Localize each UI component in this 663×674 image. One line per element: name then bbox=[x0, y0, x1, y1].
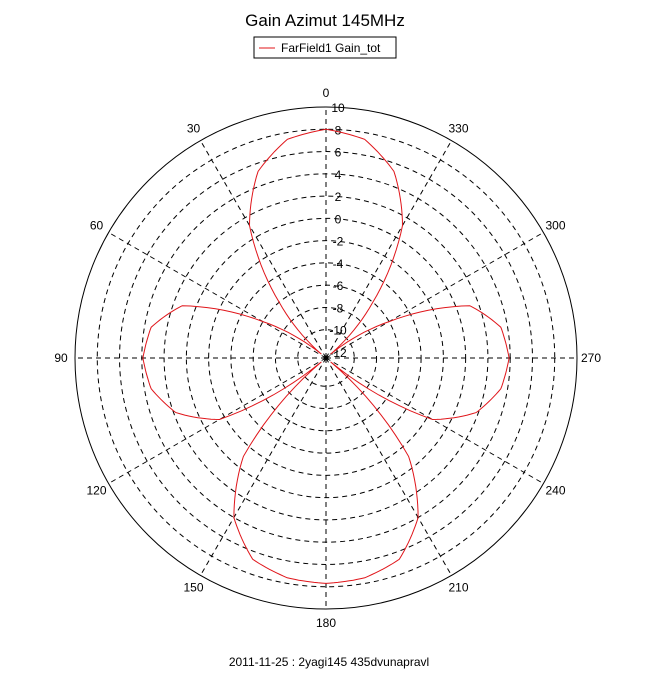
radial-label-6: -2 bbox=[333, 235, 344, 249]
plot-boundary bbox=[74, 106, 578, 610]
grid-circle-7 bbox=[230, 262, 422, 454]
radial-label-5: 0 bbox=[335, 212, 342, 226]
legend-box bbox=[253, 36, 397, 59]
angle-label-240: 240 bbox=[545, 484, 565, 498]
grid-spoke-60 bbox=[108, 232, 327, 359]
grid-spoke-150 bbox=[200, 357, 327, 576]
angle-label-90: 90 bbox=[54, 351, 68, 365]
grid-spoke-30 bbox=[200, 140, 327, 359]
angle-label-300: 300 bbox=[545, 219, 565, 233]
radial-label-11: -12 bbox=[329, 346, 347, 360]
grid-spoke-210 bbox=[325, 357, 452, 576]
polar-grid bbox=[74, 106, 578, 610]
angle-label-120: 120 bbox=[86, 484, 106, 498]
radial-label-2: 6 bbox=[335, 146, 342, 160]
chart-footer: 2011-11-25 : 2yagi145 435dvunapravl bbox=[229, 655, 429, 669]
angle-label-60: 60 bbox=[90, 219, 104, 233]
grid-circle-4 bbox=[163, 195, 489, 521]
radial-label-8: -6 bbox=[333, 279, 344, 293]
radial-label-1: 8 bbox=[335, 123, 342, 137]
chart-title: Gain Azimut 145MHz bbox=[245, 11, 405, 30]
radial-label-0: 10 bbox=[331, 101, 345, 115]
angle-label-0: 0 bbox=[323, 86, 330, 100]
radial-label-7: -4 bbox=[333, 257, 344, 271]
angle-label-270: 270 bbox=[581, 351, 601, 365]
legend-label: FarField1 Gain_tot bbox=[281, 41, 381, 55]
angle-label-180: 180 bbox=[316, 616, 336, 630]
radial-label-9: -8 bbox=[333, 301, 344, 315]
radial-tick-labels: 10 8 6 4 2 0 -2 -4 -6 -8 -10 -12 bbox=[329, 101, 347, 360]
series-line-0 bbox=[142, 128, 510, 584]
radial-label-4: 2 bbox=[335, 190, 342, 204]
legend: FarField1 Gain_tot bbox=[253, 36, 397, 59]
angle-label-150: 150 bbox=[183, 580, 203, 594]
grid-circle-9 bbox=[274, 306, 378, 410]
grid-spoke-330 bbox=[325, 140, 452, 359]
series-layer bbox=[142, 128, 510, 584]
grid-spoke-240 bbox=[325, 357, 544, 484]
center-marker bbox=[323, 355, 329, 361]
angle-label-330: 330 bbox=[448, 122, 468, 136]
angle-label-30: 30 bbox=[187, 122, 201, 136]
angle-label-210: 210 bbox=[448, 580, 468, 594]
radial-label-3: 4 bbox=[335, 168, 342, 182]
grid-spoke-300 bbox=[325, 232, 544, 359]
grid-circle-2 bbox=[119, 151, 533, 565]
radial-label-10: -10 bbox=[329, 324, 347, 338]
grid-spoke-120 bbox=[108, 357, 327, 484]
